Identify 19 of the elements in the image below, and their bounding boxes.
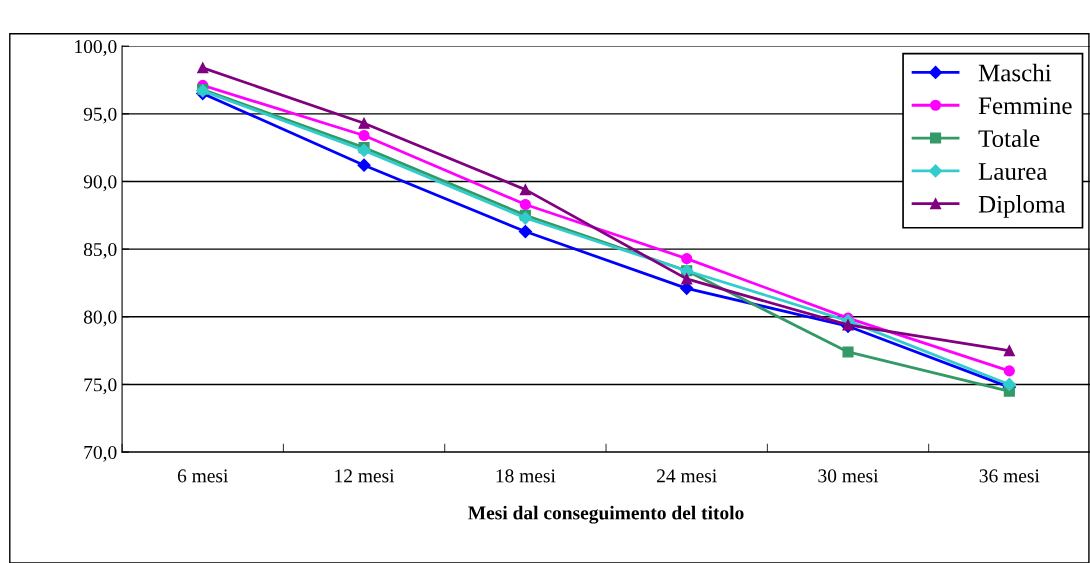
legend-label: Diploma	[978, 195, 1066, 218]
y-tick-label: 100,0	[75, 39, 117, 56]
y-tick-label: 90,0	[83, 175, 117, 192]
x-tick-label: 6 mesi	[177, 469, 229, 483]
legend-label: Laurea	[978, 163, 1048, 180]
legend-label: Maschi	[978, 63, 1052, 82]
y-tick-label: 80,0	[83, 310, 117, 327]
x-axis-title: Mesi dal conseguimento del titolo	[468, 505, 744, 524]
y-tick-label: 75,0	[84, 378, 117, 395]
y-tick-label: 70,0	[84, 445, 117, 462]
x-tick-label: 12 mesi	[335, 469, 395, 483]
x-tick-label: 24 mesi	[657, 469, 717, 483]
y-tick-label: 85,0	[83, 242, 117, 259]
x-tick-label: 36 mesi	[979, 469, 1040, 483]
x-tick-label: 18 mesi	[496, 469, 556, 483]
legend-label: Femmine	[978, 97, 1072, 115]
x-tick-label: 30 mesi	[818, 469, 879, 483]
legend-label: Totale	[978, 129, 1040, 148]
y-tick-label: 95,0	[83, 107, 117, 124]
